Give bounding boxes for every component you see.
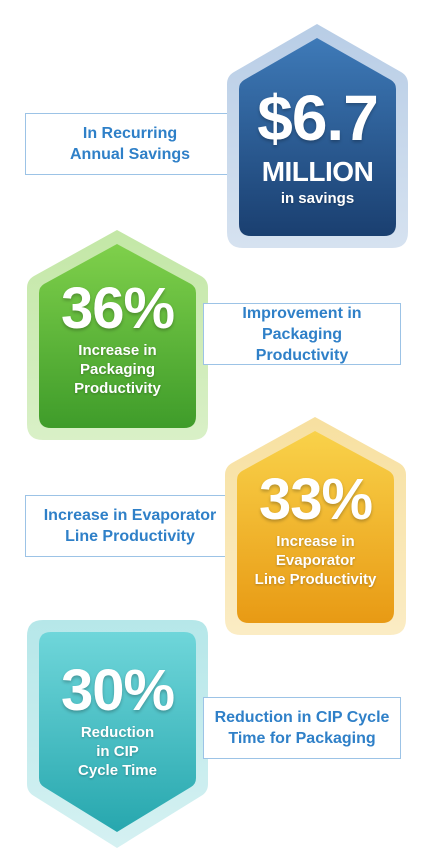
packaging-badge-shape: [27, 230, 208, 440]
cip-label-box: Reduction in CIP Cycle Time for Packagin…: [203, 697, 401, 759]
evaporator-sub-1: Increase in: [276, 533, 355, 550]
cip-label: Reduction in CIP Cycle Time for Packagin…: [214, 709, 390, 747]
evaporator-label-box: Increase in Evaporator Line Productivity: [25, 495, 235, 557]
savings-badge: $6.7 MILLION in savings: [225, 22, 410, 250]
cip-sub-2: in CIP: [96, 743, 139, 760]
cip-sub-1: Reduction: [80, 724, 155, 741]
packaging-sub-2: Packaging: [79, 361, 156, 378]
packaging-sub-1: Increase in: [78, 342, 157, 359]
cip-value: 30%: [60, 658, 175, 723]
packaging-value: 36%: [60, 276, 175, 341]
cip-sub-3: Cycle Time: [78, 762, 157, 779]
evaporator-label: Increase in Evaporator Line Productivity: [43, 507, 217, 545]
packaging-label: Improvement in Packaging Productivity: [242, 304, 362, 364]
packaging-sub-3: Productivity: [74, 380, 161, 397]
savings-sub: in savings: [280, 190, 355, 207]
cip-badge-shape: [27, 620, 208, 848]
cip-badge: 30% Reduction in CIP Cycle Time: [25, 618, 210, 850]
evaporator-value: 33%: [258, 467, 373, 532]
savings-value: $6.7: [257, 82, 379, 154]
savings-unit: MILLION: [261, 156, 374, 187]
evaporator-sub-2: Evaporator: [275, 552, 356, 569]
evaporator-sub-3: Line Productivity: [254, 571, 377, 588]
evaporator-badge-shape: [225, 417, 406, 635]
savings-badge-shape: [227, 24, 408, 248]
packaging-badge: 36% Increase in Packaging Productivity: [25, 228, 210, 442]
evaporator-badge: 33% Increase in Evaporator Line Producti…: [223, 415, 408, 637]
savings-label: In Recurring Annual Savings: [69, 125, 191, 163]
packaging-label-box: Improvement in Packaging Productivity: [203, 303, 401, 365]
savings-label-box: In Recurring Annual Savings: [25, 113, 235, 175]
